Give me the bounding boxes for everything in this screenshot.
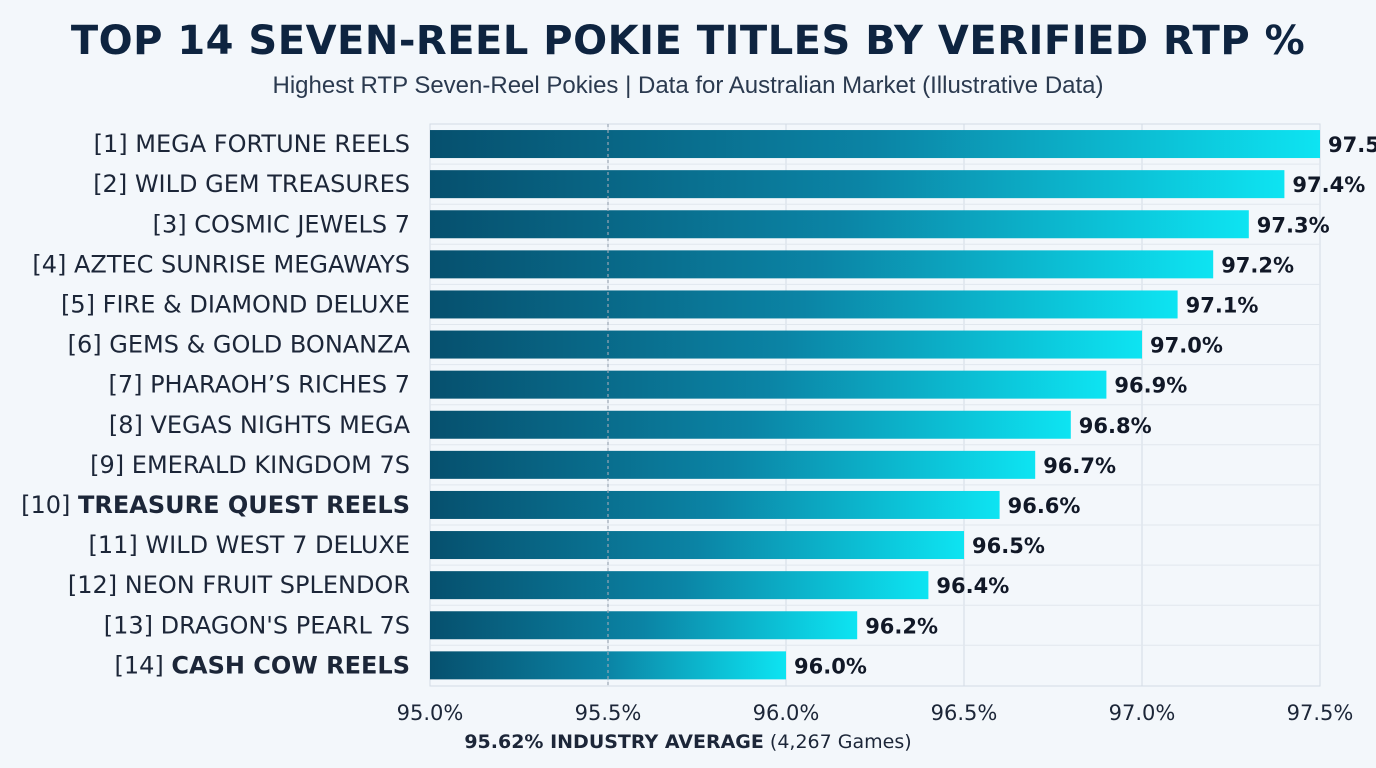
bar (430, 170, 1285, 199)
category-rank: [1] (94, 130, 136, 158)
category-name: EMERALD KINGDOM 7S (132, 451, 410, 479)
x-tick-label: 96.5% (931, 701, 998, 725)
value-label: 96.8% (1079, 414, 1152, 438)
category-rank: [13] (104, 611, 161, 639)
category-label: [2] WILD GEM TREASURES (93, 170, 410, 198)
bar (430, 130, 1320, 159)
value-label: 96.2% (865, 614, 938, 638)
category-rank: [10] (21, 491, 78, 519)
category-rank: [8] (109, 411, 151, 439)
x-tick-label: 95.5% (575, 701, 642, 725)
category-label: [3] COSMIC JEWELS 7 (153, 210, 410, 238)
x-tick-label: 97.0% (1109, 701, 1176, 725)
value-label: 97.3% (1257, 213, 1330, 237)
category-rank: [14] (114, 651, 171, 679)
value-label: 96.7% (1043, 454, 1116, 478)
category-name: WILD WEST 7 DELUXE (145, 531, 410, 559)
industry-average-note: 95.62% INDUSTRY AVERAGE (4,267 Games) (0, 731, 1376, 753)
x-tick-label: 97.5% (1287, 701, 1354, 725)
bar (430, 250, 1214, 279)
chart-subtitle: Highest RTP Seven-Reel Pokies | Data for… (272, 72, 1104, 99)
category-name: AZTEC SUNRISE MEGAWAYS (74, 250, 410, 278)
category-name: VEGAS NIGHTS MEGA (150, 411, 410, 439)
category-label: [7] PHARAOH’S RICHES 7 (108, 371, 410, 399)
bars (430, 130, 1320, 680)
category-label: [6] GEMS & GOLD BONANZA (68, 331, 411, 359)
category-label: [8] VEGAS NIGHTS MEGA (109, 411, 411, 439)
category-rank: [2] (93, 170, 135, 198)
category-rank: [6] (68, 331, 110, 359)
bar (430, 330, 1142, 359)
category-name: GEMS & GOLD BONANZA (109, 331, 410, 359)
bar (430, 611, 858, 640)
category-name: MEGA FORTUNE REELS (135, 130, 410, 158)
category-name: COSMIC JEWELS 7 (194, 210, 410, 238)
value-labels: 97.5% 97.4% 97.3% 97.2% 97.1% 97.0% 96.9% 96.8%… (794, 133, 1376, 678)
category-label: [12] NEON FRUIT SPLENDOR (68, 571, 410, 599)
category-rank: [3] (153, 210, 195, 238)
value-label: 97.5% (1328, 133, 1376, 157)
industry-average-detail: (4,267 Games) (769, 731, 912, 753)
value-label: 96.6% (1008, 494, 1081, 518)
category-name: TREASURE QUEST REELS (78, 491, 410, 519)
x-tick-label: 96.0% (753, 701, 820, 725)
category-name: NEON FRUIT SPLENDOR (125, 571, 410, 599)
bar (430, 210, 1249, 239)
bar (430, 410, 1071, 439)
category-name: CASH COW REELS (171, 651, 410, 679)
category-labels: [1] MEGA FORTUNE REELS[2] WILD GEM TREAS… (21, 130, 410, 679)
category-name: PHARAOH’S RICHES 7 (150, 371, 410, 399)
x-axis-ticks: 95.0% 95.5% 96.0% 96.5% 97.0% 97.5% (397, 701, 1354, 725)
value-label: 97.1% (1186, 293, 1259, 317)
bar (430, 490, 1000, 519)
value-label: 96.0% (794, 654, 867, 678)
category-label: [13] DRAGON'S PEARL 7S (104, 611, 410, 639)
value-label: 96.5% (972, 534, 1045, 558)
value-label: 97.4% (1292, 173, 1365, 197)
category-label: [9] EMERALD KINGDOM 7S (90, 451, 410, 479)
category-label: [4] AZTEC SUNRISE MEGAWAYS (32, 250, 410, 278)
bar (430, 531, 964, 560)
category-label: [1] MEGA FORTUNE REELS (94, 130, 410, 158)
category-rank: [11] (88, 531, 145, 559)
value-label: 96.4% (936, 574, 1009, 598)
bar (430, 450, 1036, 479)
chart-title: TOP 14 SEVEN-REEL POKIE TITLES BY VERIFI… (70, 18, 1306, 64)
value-label: 97.2% (1221, 253, 1294, 277)
category-rank: [9] (90, 451, 132, 479)
bar (430, 571, 929, 600)
value-label: 97.0% (1150, 334, 1223, 358)
category-rank: [7] (108, 371, 150, 399)
industry-average-value: 95.62% INDUSTRY AVERAGE (464, 731, 764, 753)
grid-lines (429, 123, 1321, 687)
category-rank: [5] (61, 290, 103, 318)
category-label: [14] CASH COW REELS (114, 651, 410, 679)
category-name: DRAGON'S PEARL 7S (161, 611, 410, 639)
x-tick-label: 95.0% (397, 701, 464, 725)
category-rank: [12] (68, 571, 125, 599)
category-label: [10] TREASURE QUEST REELS (21, 491, 410, 519)
bar (430, 290, 1178, 319)
category-label: [5] FIRE & DIAMOND DELUXE (61, 290, 410, 318)
category-name: WILD GEM TREASURES (135, 170, 410, 198)
value-label: 96.9% (1114, 374, 1187, 398)
category-rank: [4] (32, 250, 74, 278)
category-name: FIRE & DIAMOND DELUXE (103, 290, 410, 318)
category-label: [11] WILD WEST 7 DELUXE (88, 531, 410, 559)
bar (430, 370, 1107, 399)
